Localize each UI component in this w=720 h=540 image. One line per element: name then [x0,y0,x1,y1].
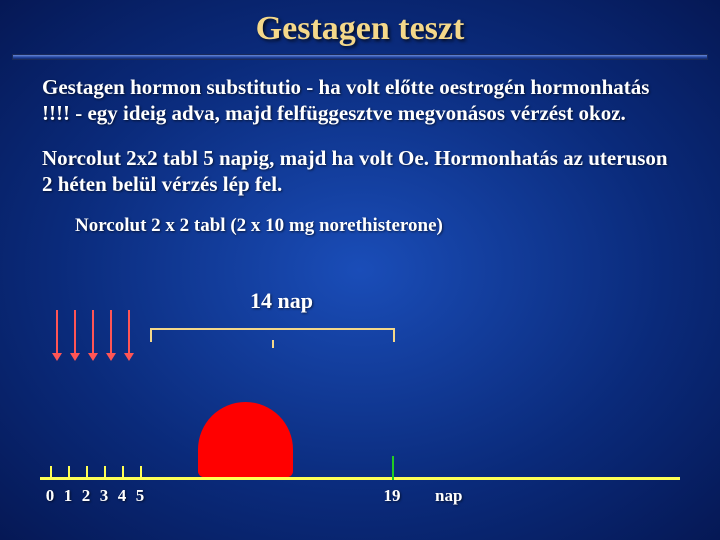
paragraph-2: Norcolut 2x2 tabl 5 napig, majd ha volt … [42,145,678,198]
tick-label: 0 [46,486,55,506]
end-tick [392,456,394,480]
timeline-tick [86,466,88,480]
sub-text: Norcolut 2 x 2 tabl (2 x 10 mg norethist… [75,215,720,237]
timeline-axis [40,477,680,480]
dose-arrow [110,310,112,355]
timeline-tick [140,466,142,480]
tick-label: 2 [82,486,91,506]
dose-arrow [128,310,130,355]
title-divider [12,54,708,60]
axis-unit-label: nap [435,486,462,506]
timeline-tick [104,466,106,480]
timeline-tick [50,466,52,480]
duration-bracket [150,328,395,340]
dose-arrow [92,310,94,355]
end-tick-label: 19 [384,486,401,506]
hormone-shape [198,402,293,477]
tick-label: 1 [64,486,73,506]
tick-label: 5 [136,486,145,506]
slide-title: Gestagen teszt [0,0,720,54]
timeline-diagram: 14 nap 012345 19 nap [40,300,680,520]
tick-label: 3 [100,486,109,506]
tick-label: 4 [118,486,127,506]
dose-arrow [56,310,58,355]
paragraph-1: Gestagen hormon substitutio - ha volt el… [42,74,678,127]
dose-arrow [74,310,76,355]
timeline-tick [68,466,70,480]
duration-label: 14 nap [250,288,313,314]
timeline-tick [122,466,124,480]
